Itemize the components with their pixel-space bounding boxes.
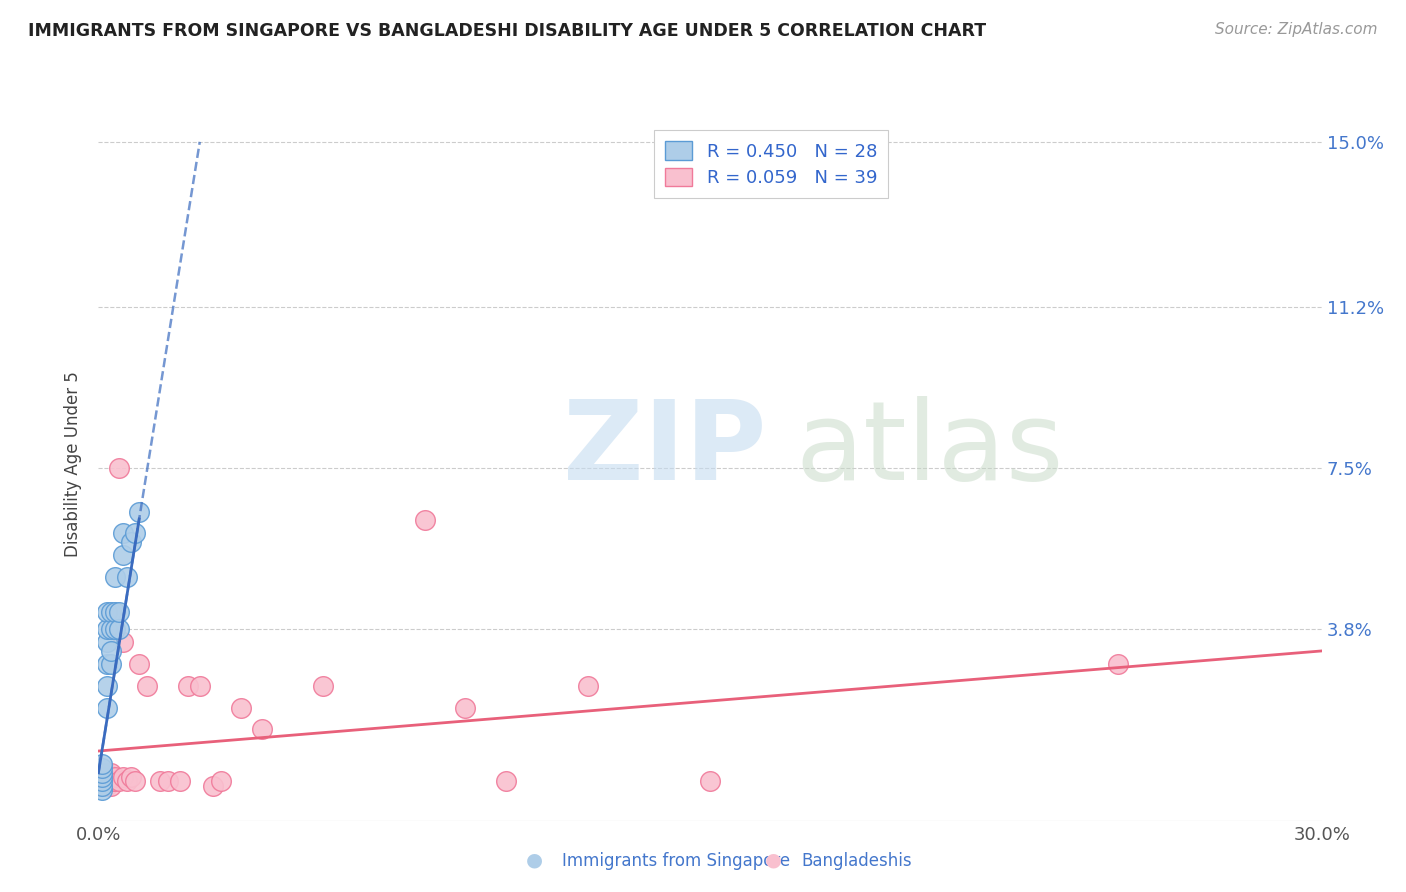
Point: [120, 535, 142, 549]
Point: [120, 770, 142, 784]
Point: [128, 657, 150, 671]
Point: [111, 635, 134, 649]
Point: [91, 761, 114, 775]
Point: [454, 700, 477, 714]
Point: [100, 644, 122, 658]
Y-axis label: Disability Age Under 5: Disability Age Under 5: [65, 371, 83, 557]
Point: [91, 765, 114, 780]
Point: [91, 765, 114, 780]
Point: [100, 605, 122, 619]
Point: [96, 657, 118, 671]
Point: [124, 526, 146, 541]
Point: [188, 679, 212, 693]
Point: [124, 774, 146, 789]
Point: [136, 679, 159, 693]
Text: IMMIGRANTS FROM SINGAPORE VS BANGLADESHI DISABILITY AGE UNDER 5 CORRELATION CHAR: IMMIGRANTS FROM SINGAPORE VS BANGLADESHI…: [28, 22, 986, 40]
Text: ZIP: ZIP: [564, 396, 766, 503]
Point: [209, 774, 232, 789]
Point: [108, 605, 131, 619]
Point: [104, 770, 127, 784]
Point: [156, 774, 179, 789]
Point: [96, 774, 118, 789]
Point: [1107, 657, 1129, 671]
Point: [91, 774, 114, 789]
Text: ●: ●: [526, 851, 543, 870]
Point: [231, 700, 253, 714]
Point: [108, 774, 131, 789]
Point: [201, 779, 224, 793]
Point: [108, 622, 131, 636]
Text: Bangladeshis: Bangladeshis: [801, 852, 912, 870]
Point: [91, 779, 114, 793]
Point: [495, 774, 517, 789]
Text: Source: ZipAtlas.com: Source: ZipAtlas.com: [1215, 22, 1378, 37]
Point: [104, 605, 127, 619]
Point: [250, 723, 273, 737]
Point: [100, 774, 122, 789]
Point: [104, 774, 127, 789]
Point: [576, 679, 599, 693]
Point: [100, 765, 122, 780]
Point: [100, 657, 122, 671]
Point: [96, 765, 118, 780]
Point: [177, 679, 200, 693]
Text: Immigrants from Singapore: Immigrants from Singapore: [562, 852, 790, 870]
Legend: R = 0.450   N = 28, R = 0.059   N = 39: R = 0.450 N = 28, R = 0.059 N = 39: [654, 130, 889, 198]
Point: [111, 526, 134, 541]
Point: [115, 774, 138, 789]
Point: [149, 774, 172, 789]
Text: atlas: atlas: [796, 396, 1064, 503]
Point: [96, 779, 118, 793]
Point: [91, 770, 114, 784]
Point: [96, 700, 118, 714]
Point: [91, 757, 114, 772]
Point: [111, 770, 134, 784]
Point: [96, 770, 118, 784]
Text: ●: ●: [765, 851, 782, 870]
Point: [128, 505, 150, 519]
Point: [91, 783, 114, 797]
Point: [100, 622, 122, 636]
Point: [91, 770, 114, 784]
Point: [96, 635, 118, 649]
Point: [104, 570, 127, 584]
Point: [413, 513, 436, 527]
Point: [96, 605, 118, 619]
Point: [312, 679, 335, 693]
Point: [104, 622, 127, 636]
Point: [108, 461, 131, 475]
Point: [100, 770, 122, 784]
Point: [111, 548, 134, 562]
Point: [699, 774, 721, 789]
Point: [91, 774, 114, 789]
Point: [169, 774, 191, 789]
Point: [91, 779, 114, 793]
Point: [115, 570, 138, 584]
Point: [96, 679, 118, 693]
Point: [96, 622, 118, 636]
Point: [100, 779, 122, 793]
